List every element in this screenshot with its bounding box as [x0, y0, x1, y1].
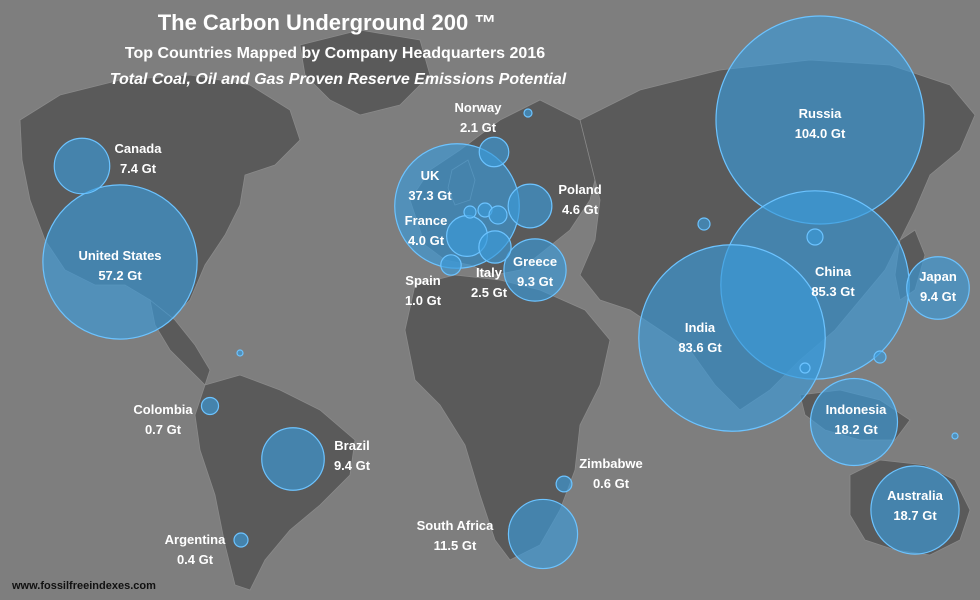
country-label-uk: UK	[421, 168, 440, 183]
country-label-indonesia: Indonesia	[826, 402, 887, 417]
bubble-colombia[interactable]	[200, 396, 220, 416]
country-value-spain: 1.0 Gt	[405, 293, 442, 308]
bubble-zimbabwe[interactable]	[555, 475, 573, 493]
country-value-france: 4.0 Gt	[408, 233, 445, 248]
country-label-russia: Russia	[799, 106, 842, 121]
country-label-india: India	[685, 320, 716, 335]
country-value-argentina: 0.4 Gt	[177, 552, 214, 567]
bubble-italy[interactable]	[478, 230, 512, 264]
country-value-uk: 37.3 Gt	[408, 188, 452, 203]
country-label-france: France	[405, 213, 448, 228]
bubble-brazil[interactable]	[261, 427, 325, 491]
country-label-united-states: United States	[78, 248, 161, 263]
minor-bubble	[523, 108, 533, 118]
country-value-indonesia: 18.2 Gt	[834, 422, 878, 437]
country-value-india: 83.6 Gt	[678, 340, 722, 355]
minor-bubble	[799, 362, 811, 374]
country-label-greece: Greece	[513, 254, 557, 269]
country-value-norway: 2.1 Gt	[460, 120, 497, 135]
source-link[interactable]: www.fossilfreeindexes.com	[11, 580, 156, 592]
bubble-south-africa[interactable]	[507, 498, 579, 570]
country-label-china: China	[815, 264, 852, 279]
country-value-italy: 2.5 Gt	[471, 285, 508, 300]
country-label-poland: Poland	[558, 182, 601, 197]
bubble-australia[interactable]	[870, 465, 960, 555]
country-value-canada: 7.4 Gt	[120, 161, 157, 176]
country-value-australia: 18.7 Gt	[893, 508, 937, 523]
map-title: The Carbon Underground 200 ™	[158, 10, 497, 35]
country-label-south-africa: South Africa	[417, 518, 495, 533]
country-label-canada: Canada	[115, 141, 163, 156]
country-value-colombia: 0.7 Gt	[145, 422, 182, 437]
bubble-japan[interactable]	[906, 256, 970, 320]
country-value-south-africa: 11.5 Gt	[434, 538, 477, 553]
country-value-japan: 9.4 Gt	[920, 289, 957, 304]
country-label-norway: Norway	[455, 100, 503, 115]
country-value-brazil: 9.4 Gt	[334, 458, 371, 473]
bubble-poland[interactable]	[507, 183, 553, 229]
country-label-argentina: Argentina	[165, 532, 226, 547]
label-layer: Russia 104.0 Gt China 85.3 Gt India 83.6 Gt Un…	[78, 100, 956, 567]
minor-bubble	[951, 432, 959, 440]
country-label-zimbabwe: Zimbabwe	[579, 456, 643, 471]
country-value-zimbabwe: 0.6 Gt	[593, 476, 630, 491]
country-label-brazil: Brazil	[334, 438, 369, 453]
minor-bubble	[806, 228, 824, 246]
bubble-canada[interactable]	[53, 137, 111, 195]
bubble-layer	[42, 15, 970, 570]
bubble-united-states[interactable]	[42, 184, 198, 340]
bubble-argentina[interactable]	[233, 532, 249, 548]
bubble-spain[interactable]	[440, 254, 462, 276]
minor-bubble	[697, 217, 711, 231]
greenland-land	[299, 29, 431, 116]
bubble-greece[interactable]	[503, 238, 567, 302]
minor-bubble	[873, 350, 887, 364]
country-label-spain: Spain	[405, 273, 440, 288]
country-value-russia: 104.0 Gt	[795, 126, 846, 141]
title-block: The Carbon Underground 200 ™ Top Countri…	[110, 10, 567, 88]
minor-bubble	[463, 205, 477, 219]
country-label-colombia: Colombia	[133, 402, 193, 417]
bubble-indonesia[interactable]	[809, 377, 899, 467]
map-subtitle-2: Total Coal, Oil and Gas Proven Reserve E…	[110, 71, 567, 88]
minor-bubble	[236, 349, 244, 357]
minor-bubble	[488, 205, 508, 225]
country-value-poland: 4.6 Gt	[562, 202, 599, 217]
country-value-united-states: 57.2 Gt	[98, 268, 142, 283]
bubble-norway[interactable]	[478, 136, 510, 168]
country-label-italy: Italy	[476, 265, 503, 280]
country-value-greece: 9.3 Gt	[517, 274, 554, 289]
country-label-australia: Australia	[887, 488, 943, 503]
country-value-china: 85.3 Gt	[811, 284, 855, 299]
bubble-india[interactable]	[638, 244, 826, 432]
map-subtitle: Top Countries Mapped by Company Headquar…	[125, 45, 545, 62]
country-label-japan: Japan	[919, 269, 957, 284]
